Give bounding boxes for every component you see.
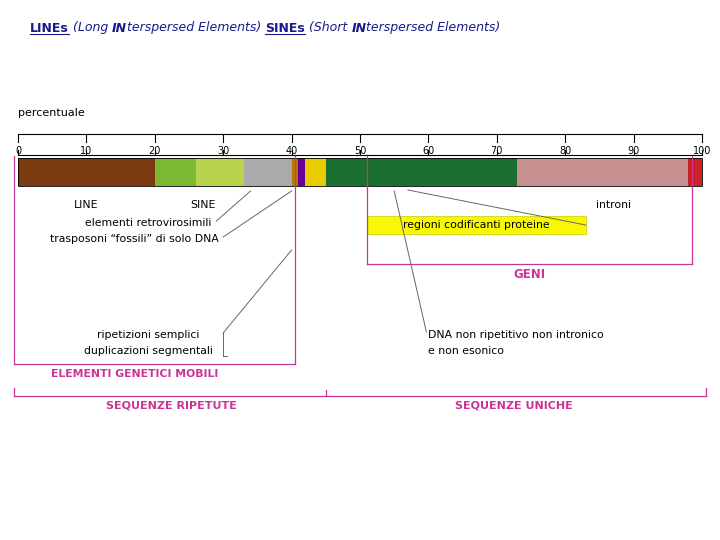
Text: 50: 50 [354,146,366,156]
Bar [517,158,688,186]
Text: LINEs: LINEs [30,22,68,35]
Text: SEQUENZE UNICHE: SEQUENZE UNICHE [455,401,573,411]
Text: trasposoni “fossili” di solo DNA: trasposoni “fossili” di solo DNA [50,234,219,244]
Text: introni: introni [595,200,631,210]
Text: 70: 70 [490,146,503,156]
Text: e non esonico: e non esonico [428,346,505,356]
Text: ripetizioni semplici: ripetizioni semplici [96,330,199,340]
Text: terspersed Elements): terspersed Elements) [127,22,266,35]
Bar [299,158,305,186]
Bar [196,158,243,186]
Text: 100: 100 [693,146,711,156]
Text: elementi retrovirosimili: elementi retrovirosimili [85,218,211,228]
Text: IN: IN [351,22,366,35]
Text: 60: 60 [422,146,435,156]
Bar [367,216,586,234]
Text: 0: 0 [15,146,21,156]
Text: SINE: SINE [190,200,215,210]
Bar [292,158,299,186]
Text: (Long: (Long [68,22,112,35]
Text: GENI: GENI [513,268,545,281]
Bar [18,158,702,186]
Text: 90: 90 [627,146,640,156]
Text: (Short: (Short [305,22,351,35]
Text: duplicazioni segmentali: duplicazioni segmentali [84,346,212,356]
Text: 80: 80 [559,146,572,156]
Text: LINE: LINE [74,200,99,210]
Text: terspersed Elements): terspersed Elements) [366,22,500,35]
Text: 40: 40 [285,146,298,156]
Bar [155,158,196,186]
Text: regioni codificanti proteine: regioni codificanti proteine [403,220,549,230]
Text: IN: IN [112,22,127,35]
Text: 20: 20 [148,146,161,156]
Text: DNA non ripetitivo non intronico: DNA non ripetitivo non intronico [428,330,604,340]
Bar [18,158,155,186]
Text: SEQUENZE RIPETUTE: SEQUENZE RIPETUTE [107,401,238,411]
Bar [243,158,292,186]
Bar [325,158,517,186]
Text: percentuale: percentuale [18,108,85,118]
Text: 30: 30 [217,146,230,156]
Text: 10: 10 [80,146,93,156]
Text: SINEs: SINEs [266,22,305,35]
Text: ELEMENTI GENETICI MOBILI: ELEMENTI GENETICI MOBILI [50,369,218,379]
Bar [688,158,702,186]
Bar [305,158,325,186]
